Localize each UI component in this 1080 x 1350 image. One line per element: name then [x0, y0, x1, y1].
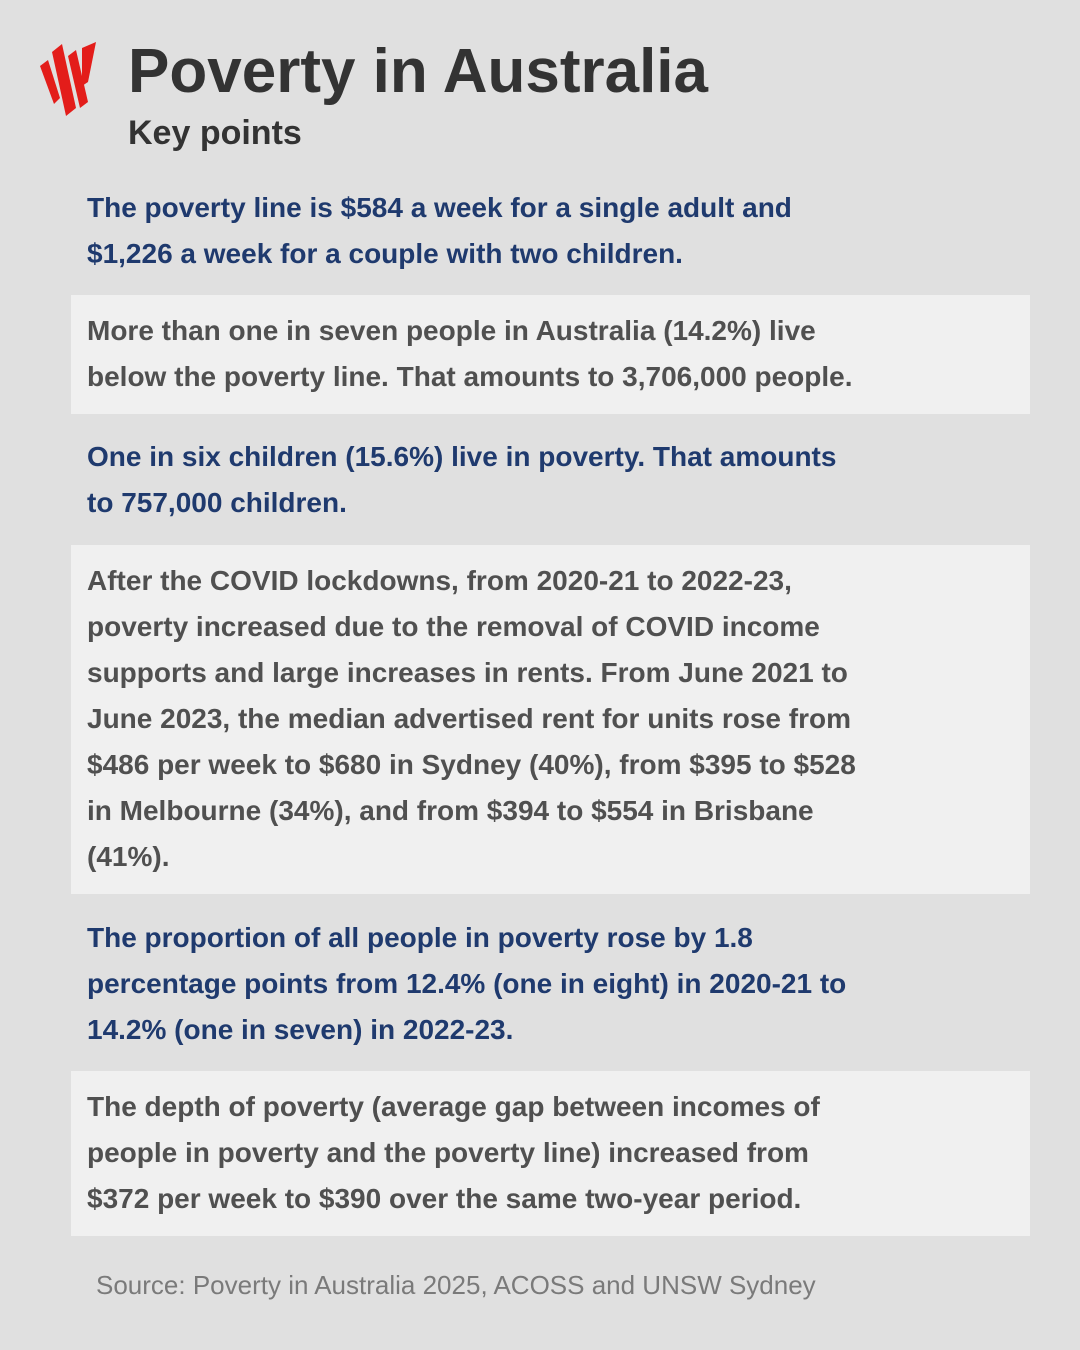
point-line: below the poverty line. That amounts to … — [87, 361, 853, 392]
point-line: in Melbourne (34%), and from $394 to $55… — [87, 795, 814, 826]
key-point: One in six children (15.6%) live in pove… — [71, 434, 1030, 526]
logo — [40, 42, 96, 116]
point-line: supports and large increases in rents. F… — [87, 657, 848, 688]
key-point: More than one in seven people in Austral… — [71, 295, 1030, 414]
key-point: The depth of poverty (average gap betwee… — [71, 1071, 1030, 1236]
key-point: The proportion of all people in poverty … — [71, 915, 1030, 1053]
point-line: The proportion of all people in poverty … — [87, 922, 753, 953]
point-line: $1,226 a week for a couple with two chil… — [87, 238, 683, 269]
subtitle: Key points — [128, 114, 302, 152]
point-line: June 2023, the median advertised rent fo… — [87, 703, 851, 734]
key-point: After the COVID lockdowns, from 2020-21 … — [71, 545, 1030, 894]
point-line: After the COVID lockdowns, from 2020-21 … — [87, 565, 792, 596]
point-line: The depth of poverty (average gap betwee… — [87, 1091, 820, 1122]
source: Source: Poverty in Australia 2025, ACOSS… — [96, 1270, 816, 1300]
point-line: More than one in seven people in Austral… — [87, 315, 816, 346]
point-line: percentage points from 12.4% (one in eig… — [87, 968, 847, 999]
point-line: $486 per week to $680 in Sydney (40%), f… — [87, 749, 856, 780]
point-line: 14.2% (one in seven) in 2022-23. — [87, 1014, 514, 1045]
point-line: One in six children (15.6%) live in pove… — [87, 441, 837, 472]
point-line: (41%). — [87, 841, 170, 872]
point-line: people in poverty and the poverty line) … — [87, 1137, 809, 1168]
title: Poverty in Australia — [128, 37, 709, 106]
point-line: to 757,000 children. — [87, 487, 347, 518]
point-line: $372 per week to $390 over the same two-… — [87, 1183, 802, 1214]
key-point: The poverty line is $584 a week for a si… — [71, 185, 1030, 277]
point-line: poverty increased due to the removal of … — [87, 611, 820, 642]
point-line: The poverty line is $584 a week for a si… — [87, 192, 792, 223]
